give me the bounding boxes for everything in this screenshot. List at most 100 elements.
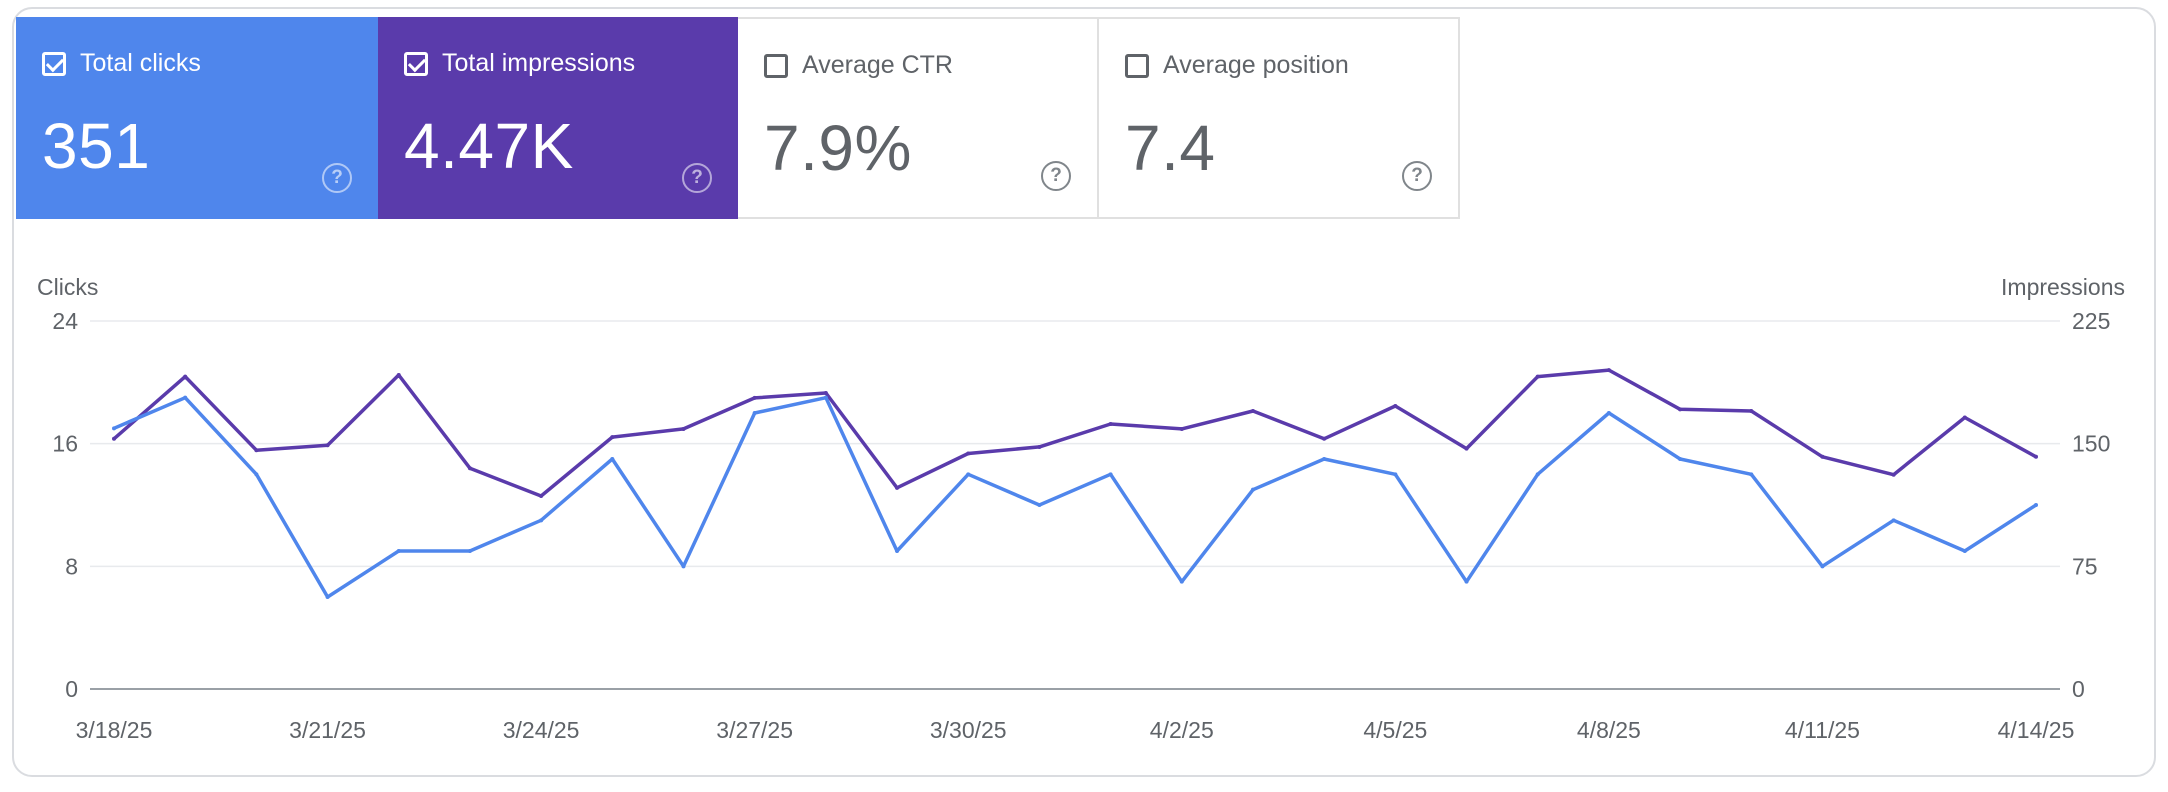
data-point-total-clicks[interactable]	[610, 457, 615, 461]
series-line-total-clicks	[113, 395, 2037, 599]
metric-value: 7.9%	[764, 112, 912, 184]
x-tick-label: 3/24/25	[503, 717, 580, 743]
help-icon[interactable]: ?	[1402, 161, 1432, 191]
y-tick-label-right: 225	[2072, 308, 2110, 334]
data-point-total-clicks[interactable]	[254, 472, 259, 477]
metric-label: Total impressions	[442, 49, 636, 77]
checkbox-icon[interactable]	[404, 51, 428, 76]
data-point-total-clicks[interactable]	[966, 472, 971, 477]
data-point-total-impressions[interactable]	[610, 435, 615, 440]
data-point-total-clicks[interactable]	[1322, 457, 1327, 461]
data-point-total-impressions[interactable]	[467, 466, 472, 471]
data-point-total-clicks[interactable]	[467, 549, 472, 553]
x-tick-label: 4/14/25	[1998, 717, 2075, 743]
data-point-total-impressions[interactable]	[539, 494, 544, 499]
x-tick-label: 4/11/25	[1785, 717, 1860, 743]
data-point-total-clicks[interactable]	[1891, 518, 1896, 523]
x-tick-label: 3/18/25	[76, 717, 153, 743]
y-axis-title-left: Clicks	[37, 274, 98, 300]
data-point-total-impressions[interactable]	[681, 426, 686, 431]
data-point-total-clicks[interactable]	[1037, 503, 1042, 507]
checkbox-icon[interactable]	[1125, 53, 1149, 78]
x-tick-label: 4/2/25	[1150, 717, 1214, 743]
data-point-total-impressions[interactable]	[1820, 454, 1825, 459]
data-point-total-clicks[interactable]	[1962, 549, 1967, 553]
data-point-total-impressions[interactable]	[1749, 408, 1754, 413]
data-point-total-impressions[interactable]	[1250, 408, 1255, 413]
data-point-total-clicks[interactable]	[539, 518, 544, 523]
metric-header[interactable]: Average CTR	[764, 51, 953, 80]
data-point-total-clicks[interactable]	[2034, 503, 2038, 507]
data-point-total-clicks[interactable]	[1820, 564, 1825, 569]
metric-header[interactable]: Total impressions	[404, 49, 635, 78]
data-point-total-clicks[interactable]	[1464, 579, 1469, 584]
help-icon[interactable]: ?	[682, 163, 712, 193]
data-point-total-impressions[interactable]	[2034, 454, 2038, 459]
data-point-total-impressions[interactable]	[966, 451, 971, 456]
data-point-total-impressions[interactable]	[183, 374, 188, 379]
data-point-total-impressions[interactable]	[752, 395, 757, 400]
data-point-total-clicks[interactable]	[823, 395, 828, 400]
data-point-total-clicks[interactable]	[752, 411, 757, 415]
data-point-total-clicks[interactable]	[681, 564, 686, 569]
x-tick-label: 4/5/25	[1363, 717, 1427, 743]
data-point-total-clicks[interactable]	[1250, 487, 1255, 492]
metric-card-average-ctr[interactable]: Average CTR 7.9% ?	[738, 17, 1099, 219]
data-point-total-impressions[interactable]	[396, 372, 401, 377]
data-point-total-clicks[interactable]	[1678, 457, 1683, 461]
data-point-total-clicks[interactable]	[1749, 472, 1754, 477]
data-point-total-impressions[interactable]	[1535, 374, 1540, 379]
metric-value: 7.4	[1125, 112, 1216, 184]
data-point-total-clicks[interactable]	[1606, 411, 1611, 415]
checkbox-icon[interactable]	[42, 51, 66, 76]
data-point-total-impressions[interactable]	[1037, 444, 1042, 449]
checkbox-icon[interactable]	[764, 53, 788, 78]
data-point-total-clicks[interactable]	[183, 395, 188, 400]
data-point-total-impressions[interactable]	[1606, 368, 1611, 373]
metric-card-average-position[interactable]: Average position 7.4 ?	[1099, 17, 1460, 219]
data-point-total-impressions[interactable]	[1179, 426, 1184, 431]
data-point-total-impressions[interactable]	[1393, 404, 1398, 409]
data-point-total-impressions[interactable]	[823, 390, 828, 395]
x-tick-label: 3/30/25	[930, 717, 1007, 743]
help-icon[interactable]: ?	[1041, 161, 1071, 191]
data-point-total-clicks[interactable]	[1179, 579, 1184, 584]
data-point-total-impressions[interactable]	[1464, 446, 1469, 451]
chart-gridlines	[90, 320, 2060, 690]
y-tick-label-left: 24	[52, 308, 78, 334]
data-point-total-impressions[interactable]	[254, 448, 259, 453]
data-point-total-impressions[interactable]	[112, 436, 116, 441]
data-point-total-clicks[interactable]	[1393, 472, 1398, 477]
y-tick-label-right: 75	[2072, 553, 2098, 579]
y-tick-label-right: 150	[2072, 431, 2110, 457]
x-tick-label: 3/21/25	[289, 717, 366, 743]
data-point-total-impressions[interactable]	[1322, 436, 1327, 441]
metric-card-total-clicks[interactable]: Total clicks 351 ?	[16, 17, 378, 219]
data-point-total-clicks[interactable]	[1535, 472, 1540, 477]
y-tick-label-left: 16	[52, 431, 78, 457]
y-axis-title-right: Impressions	[2001, 274, 2125, 300]
data-point-total-clicks[interactable]	[895, 549, 900, 553]
data-point-total-impressions[interactable]	[1891, 472, 1896, 477]
series-line-total-impressions	[112, 368, 2037, 498]
metric-card-total-impressions[interactable]: Total impressions 4.47K ?	[378, 17, 738, 219]
data-point-total-impressions[interactable]	[1108, 422, 1113, 427]
data-point-total-impressions[interactable]	[1678, 407, 1683, 412]
data-point-total-clicks[interactable]	[325, 595, 330, 599]
data-point-total-impressions[interactable]	[325, 443, 330, 448]
metric-value: 351	[42, 110, 151, 182]
data-point-total-impressions[interactable]	[895, 485, 900, 490]
y-tick-label-left: 0	[65, 676, 78, 702]
data-point-total-impressions[interactable]	[1962, 415, 1967, 420]
data-point-total-clicks[interactable]	[396, 549, 401, 553]
x-tick-label: 3/27/25	[716, 717, 793, 743]
data-point-total-clicks[interactable]	[112, 426, 116, 431]
data-point-total-clicks[interactable]	[1108, 472, 1113, 477]
metric-header[interactable]: Total clicks	[42, 49, 201, 78]
metric-label: Average CTR	[802, 51, 953, 79]
help-icon[interactable]: ?	[322, 163, 352, 193]
chart-series	[112, 368, 2038, 599]
metric-header[interactable]: Average position	[1125, 51, 1349, 80]
x-tick-label: 4/8/25	[1577, 717, 1641, 743]
